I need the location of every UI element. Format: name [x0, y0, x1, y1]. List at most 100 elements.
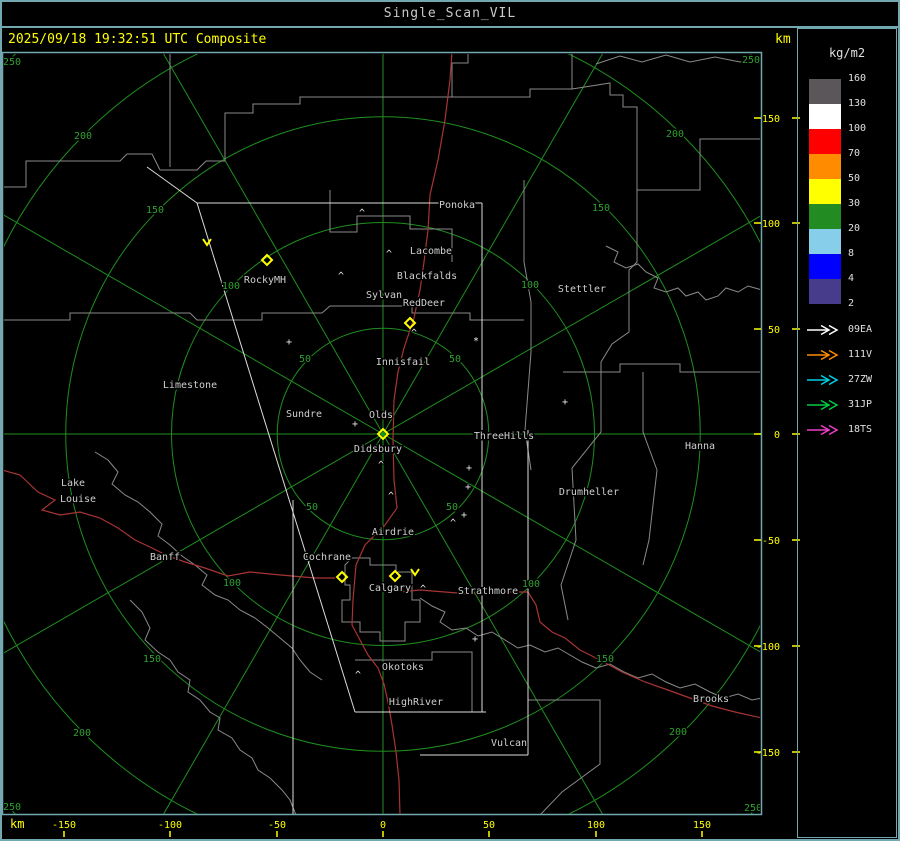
site-id-label: 111V: [848, 349, 873, 360]
poi-marker: ^: [355, 670, 361, 681]
poi-marker: ^: [338, 271, 344, 282]
site-arrow-icon: [807, 324, 839, 335]
site-id-label: 31JP: [848, 399, 873, 410]
place-label: Ponoka: [439, 200, 475, 211]
radar-site-diamond-icon: [260, 253, 274, 267]
place-label: Innisfail: [376, 357, 430, 368]
ring-distance-label: 150: [143, 654, 161, 665]
bottom-axis-label: 100: [587, 820, 605, 831]
legend-scale-value: 4: [848, 273, 855, 284]
site-id-label: 09EA: [848, 324, 873, 335]
poi-marker: +: [562, 397, 568, 408]
bottom-axis-unit-label: km: [10, 817, 24, 831]
place-label: RockyMH: [244, 275, 286, 286]
legend-scale-value: 50: [848, 173, 861, 184]
place-label: Drumheller: [559, 487, 619, 498]
ring-distance-label: 50: [449, 354, 461, 365]
bottom-axis-label: 0: [380, 820, 386, 831]
boundary-line: [329, 190, 453, 262]
boundary-line: [560, 190, 638, 621]
ring-distance-label: 100: [521, 280, 539, 291]
info-row: 2025/09/18 19:32:51 UTC Composite km: [0, 27, 900, 52]
poi-marker: ^: [411, 328, 417, 339]
ring-distance-label: 150: [146, 205, 164, 216]
boundary-line: [523, 180, 532, 471]
ring-distance-label: 100: [222, 281, 240, 292]
legend-swatch: [809, 279, 841, 304]
poi-marker: *: [473, 336, 479, 347]
site-id-label: 18TS: [848, 424, 873, 435]
range-ring: [4, 54, 760, 814]
boundary-line: [452, 54, 573, 98]
site-arrow-icon: [807, 399, 839, 410]
legend-swatch: [809, 229, 841, 254]
boundary-line: [355, 651, 473, 712]
right-axis-label: -100: [756, 642, 780, 653]
site-arrow-icon: [807, 374, 839, 385]
place-label: Airdrie: [372, 527, 414, 538]
place-label: Hanna: [685, 441, 715, 452]
place-label: Louise: [60, 494, 96, 505]
place-label: Lacombe: [410, 246, 452, 257]
ring-distance-label: 200: [666, 129, 684, 140]
right-axis-label: 0: [774, 430, 780, 441]
legend-panel: kg/m2 160 130 100 70 50 30 20 8 4 2 09EA 111V 27ZW 3…: [797, 28, 897, 838]
poi-marker: ^: [378, 460, 384, 471]
place-label: ThreeHills: [474, 431, 534, 442]
boundary-line: [605, 245, 760, 301]
map-border: [1, 51, 763, 816]
place-label: Limestone: [163, 380, 217, 391]
highway-line: [351, 54, 453, 814]
ring-distance-label: 100: [522, 579, 540, 590]
place-label: Sundre: [286, 409, 322, 420]
poi-marker: +: [286, 337, 292, 348]
place-label: RedDeer: [403, 298, 445, 309]
place-label: Cochrane: [303, 552, 351, 563]
legend-scale-value: 20: [848, 223, 861, 234]
legend-scale-value: 160: [848, 73, 867, 84]
place-label: Okotoks: [382, 662, 424, 673]
poi-marker: +: [472, 634, 478, 645]
poi-marker: +: [466, 463, 472, 474]
legend-scale-value: 70: [848, 148, 861, 159]
bottom-axis-label: 50: [483, 820, 495, 831]
highway-line: [397, 589, 760, 719]
radar-site-row: 31JP: [806, 398, 872, 411]
legend-scale-value: 30: [848, 198, 861, 209]
legend-scale-value: 8: [848, 248, 855, 259]
ring-distance-label: 250: [742, 55, 760, 66]
boundary-line: [571, 82, 760, 191]
color-scale: 160 130 100 70 50 30 20 8 4 2: [798, 74, 898, 314]
poi-marker: ^: [386, 249, 392, 260]
window-title: Single_Scan_VIL: [383, 6, 517, 21]
legend-swatch: [809, 154, 841, 179]
site-arrow-icon: [807, 349, 839, 360]
highway-line: [4, 469, 335, 579]
boundary-line: [4, 54, 469, 188]
right-axis-label: 100: [762, 219, 780, 230]
place-label: HighRiver: [389, 697, 443, 708]
bottom-axis-label: -50: [268, 820, 286, 831]
boundary-line: [94, 451, 323, 681]
legend-swatch: [809, 204, 841, 229]
place-label: Blackfalds: [397, 271, 457, 282]
ring-distance-label: 200: [74, 131, 92, 142]
place-label: Banff: [150, 552, 180, 563]
poi-marker: +: [461, 510, 467, 521]
ring-distance-label: 250: [744, 803, 762, 814]
ring-distance-label: 250: [3, 57, 21, 68]
bottom-axis-label: -150: [52, 820, 76, 831]
place-label: Lake: [61, 478, 85, 489]
place-label: Olds: [369, 410, 393, 421]
legend-swatch: [809, 104, 841, 129]
site-arrow-icon: [807, 424, 839, 435]
chevron-marker-icon: [410, 568, 420, 577]
radar-site-row: 18TS: [806, 423, 872, 436]
place-label: Sylvan: [366, 290, 402, 301]
place-label: Vulcan: [491, 738, 527, 749]
right-axis-unit-label: km: [775, 32, 791, 47]
